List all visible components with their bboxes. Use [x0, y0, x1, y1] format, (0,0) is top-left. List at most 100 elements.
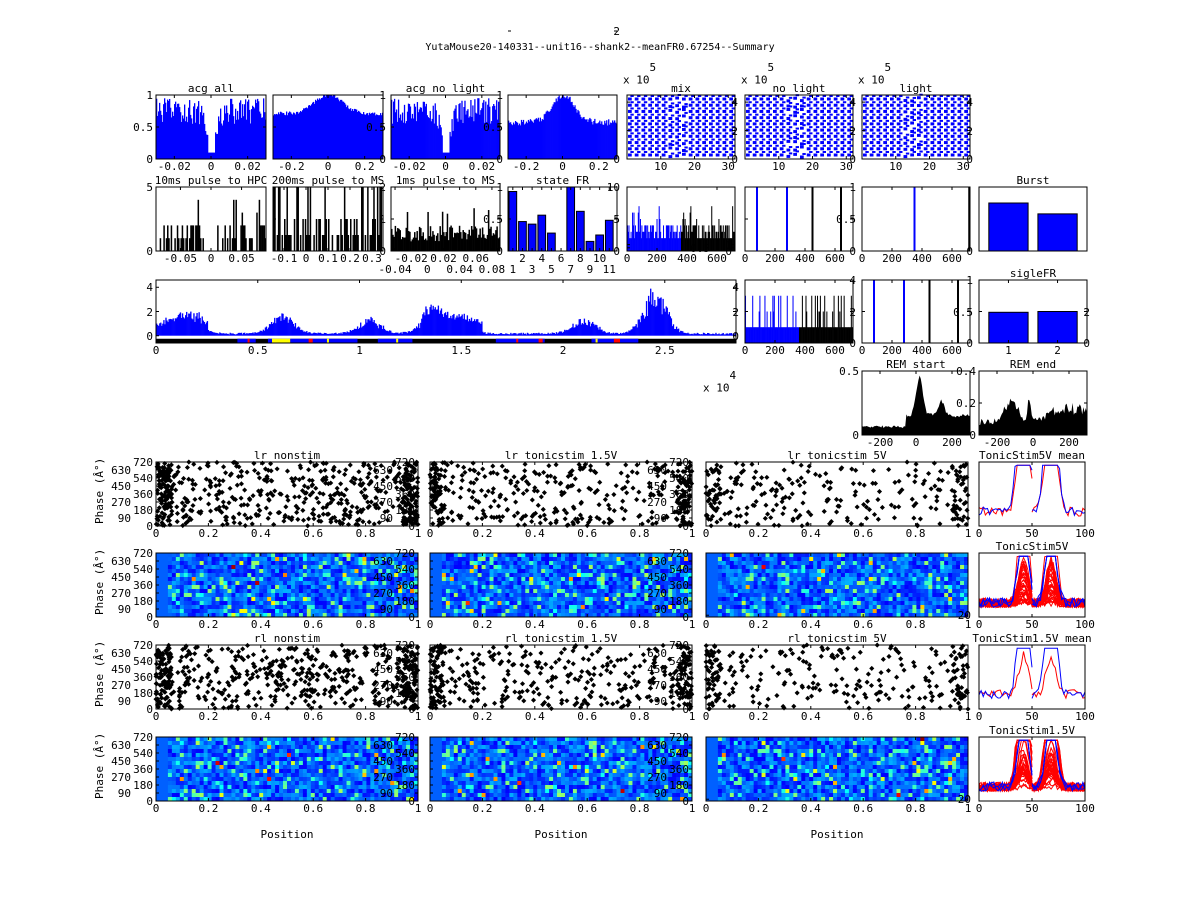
waveform-segment — [788, 96, 793, 99]
waveform-segment — [768, 126, 772, 129]
histogram-bar — [373, 113, 375, 159]
histogram-bar — [397, 99, 400, 159]
rate-bar — [486, 333, 488, 336]
spike-point — [634, 470, 640, 476]
histogram-bar — [455, 233, 457, 251]
rate-bar — [161, 325, 163, 336]
histogram-bar — [815, 327, 817, 343]
spike-point — [184, 464, 190, 471]
histogram-bar — [381, 115, 383, 159]
rate-bar — [617, 333, 620, 336]
heatmap-cell — [231, 573, 236, 578]
histogram-bar — [324, 187, 326, 251]
histogram-bar — [193, 106, 195, 159]
waveform-segment — [643, 126, 648, 129]
rate-bar — [253, 333, 255, 336]
histogram-bar — [826, 311, 828, 343]
y-tick-label-right: 0 — [613, 153, 620, 166]
histogram-bar — [395, 109, 398, 159]
rate-bar — [602, 331, 604, 336]
rate-bar — [317, 332, 319, 336]
heatmap-cell — [211, 553, 216, 558]
histogram-bar — [183, 118, 185, 159]
histogram-bar — [664, 238, 666, 251]
spike-point — [226, 500, 232, 506]
rate-bar — [335, 332, 337, 336]
waveform-segment — [759, 147, 764, 151]
heatmap-cell — [338, 569, 343, 574]
rate-bar — [660, 297, 662, 336]
spike-point — [676, 501, 682, 507]
heatmap-cell — [306, 553, 312, 558]
histogram-bar — [793, 327, 795, 343]
x-tick-label: 0 — [702, 527, 710, 540]
rate-bar — [621, 333, 623, 336]
spike-point — [850, 480, 856, 487]
waveform-segment — [890, 128, 894, 132]
waveform-segment — [755, 119, 759, 122]
waveform-segment — [682, 97, 686, 101]
spike-point — [611, 492, 617, 498]
spike-point — [735, 506, 741, 512]
histogram-bar — [200, 238, 202, 251]
histogram-bar — [345, 104, 347, 159]
histogram-bar — [560, 97, 562, 159]
x-tick-label: 0.6 — [303, 527, 324, 540]
histogram-bar — [655, 231, 657, 251]
spike-point — [252, 467, 258, 474]
waveform-segment — [648, 109, 652, 113]
state-segment — [308, 338, 313, 343]
waveform-segment — [773, 128, 777, 132]
plot-area — [861, 93, 971, 160]
heatmap-cell — [318, 553, 324, 558]
rate-bar — [401, 333, 403, 336]
histogram-bar — [702, 238, 704, 251]
waveform-segment — [684, 150, 688, 153]
heatmap-cell — [318, 561, 324, 566]
histogram-bar — [179, 107, 181, 159]
x-multiplier-1e4: x 104 — [703, 370, 736, 394]
histogram-bar — [558, 95, 560, 159]
rate-bar — [270, 322, 273, 336]
heatmap-cell — [414, 557, 419, 562]
histogram-bar — [844, 327, 846, 343]
histogram-bar — [579, 114, 581, 159]
histogram-bar — [817, 295, 819, 343]
spike-point — [167, 522, 173, 528]
waveform-segment — [773, 116, 777, 120]
rate-bar — [328, 333, 331, 336]
heatmap-cell — [231, 569, 236, 574]
rate-bar — [601, 329, 603, 336]
waveform-segment — [664, 144, 668, 147]
rate-bar — [516, 334, 518, 336]
heatmap-cell — [159, 569, 165, 574]
rate-bar — [180, 317, 183, 336]
histogram-bar — [488, 98, 490, 159]
rate-bar — [667, 314, 669, 336]
rate-bar — [252, 332, 254, 336]
heatmap-cell — [271, 553, 276, 558]
x-tick-label: 1 — [414, 527, 422, 540]
waveform-segment — [820, 116, 824, 120]
waveform-segment — [793, 140, 797, 144]
waveform-segment — [865, 101, 869, 104]
heatmap-cell — [298, 569, 304, 574]
waveform-segment — [806, 122, 811, 126]
multiplier-exponent: 5 — [767, 61, 775, 74]
bar — [1037, 213, 1078, 252]
x-tick-label: 0 — [559, 160, 566, 173]
histogram-bar — [250, 123, 252, 159]
histogram-bar — [770, 327, 772, 343]
histogram-bar — [377, 114, 379, 159]
histogram-bar — [645, 225, 647, 251]
rate-bar — [301, 329, 303, 336]
spike-point — [267, 510, 273, 516]
spike-point — [403, 467, 409, 473]
waveform-segment — [959, 132, 964, 135]
waveform-segment — [912, 127, 916, 130]
rate-bar — [292, 323, 295, 336]
rate-bar — [533, 332, 535, 336]
rate-bar — [203, 321, 205, 336]
plot-area — [703, 459, 971, 529]
rate-bar — [202, 320, 204, 336]
